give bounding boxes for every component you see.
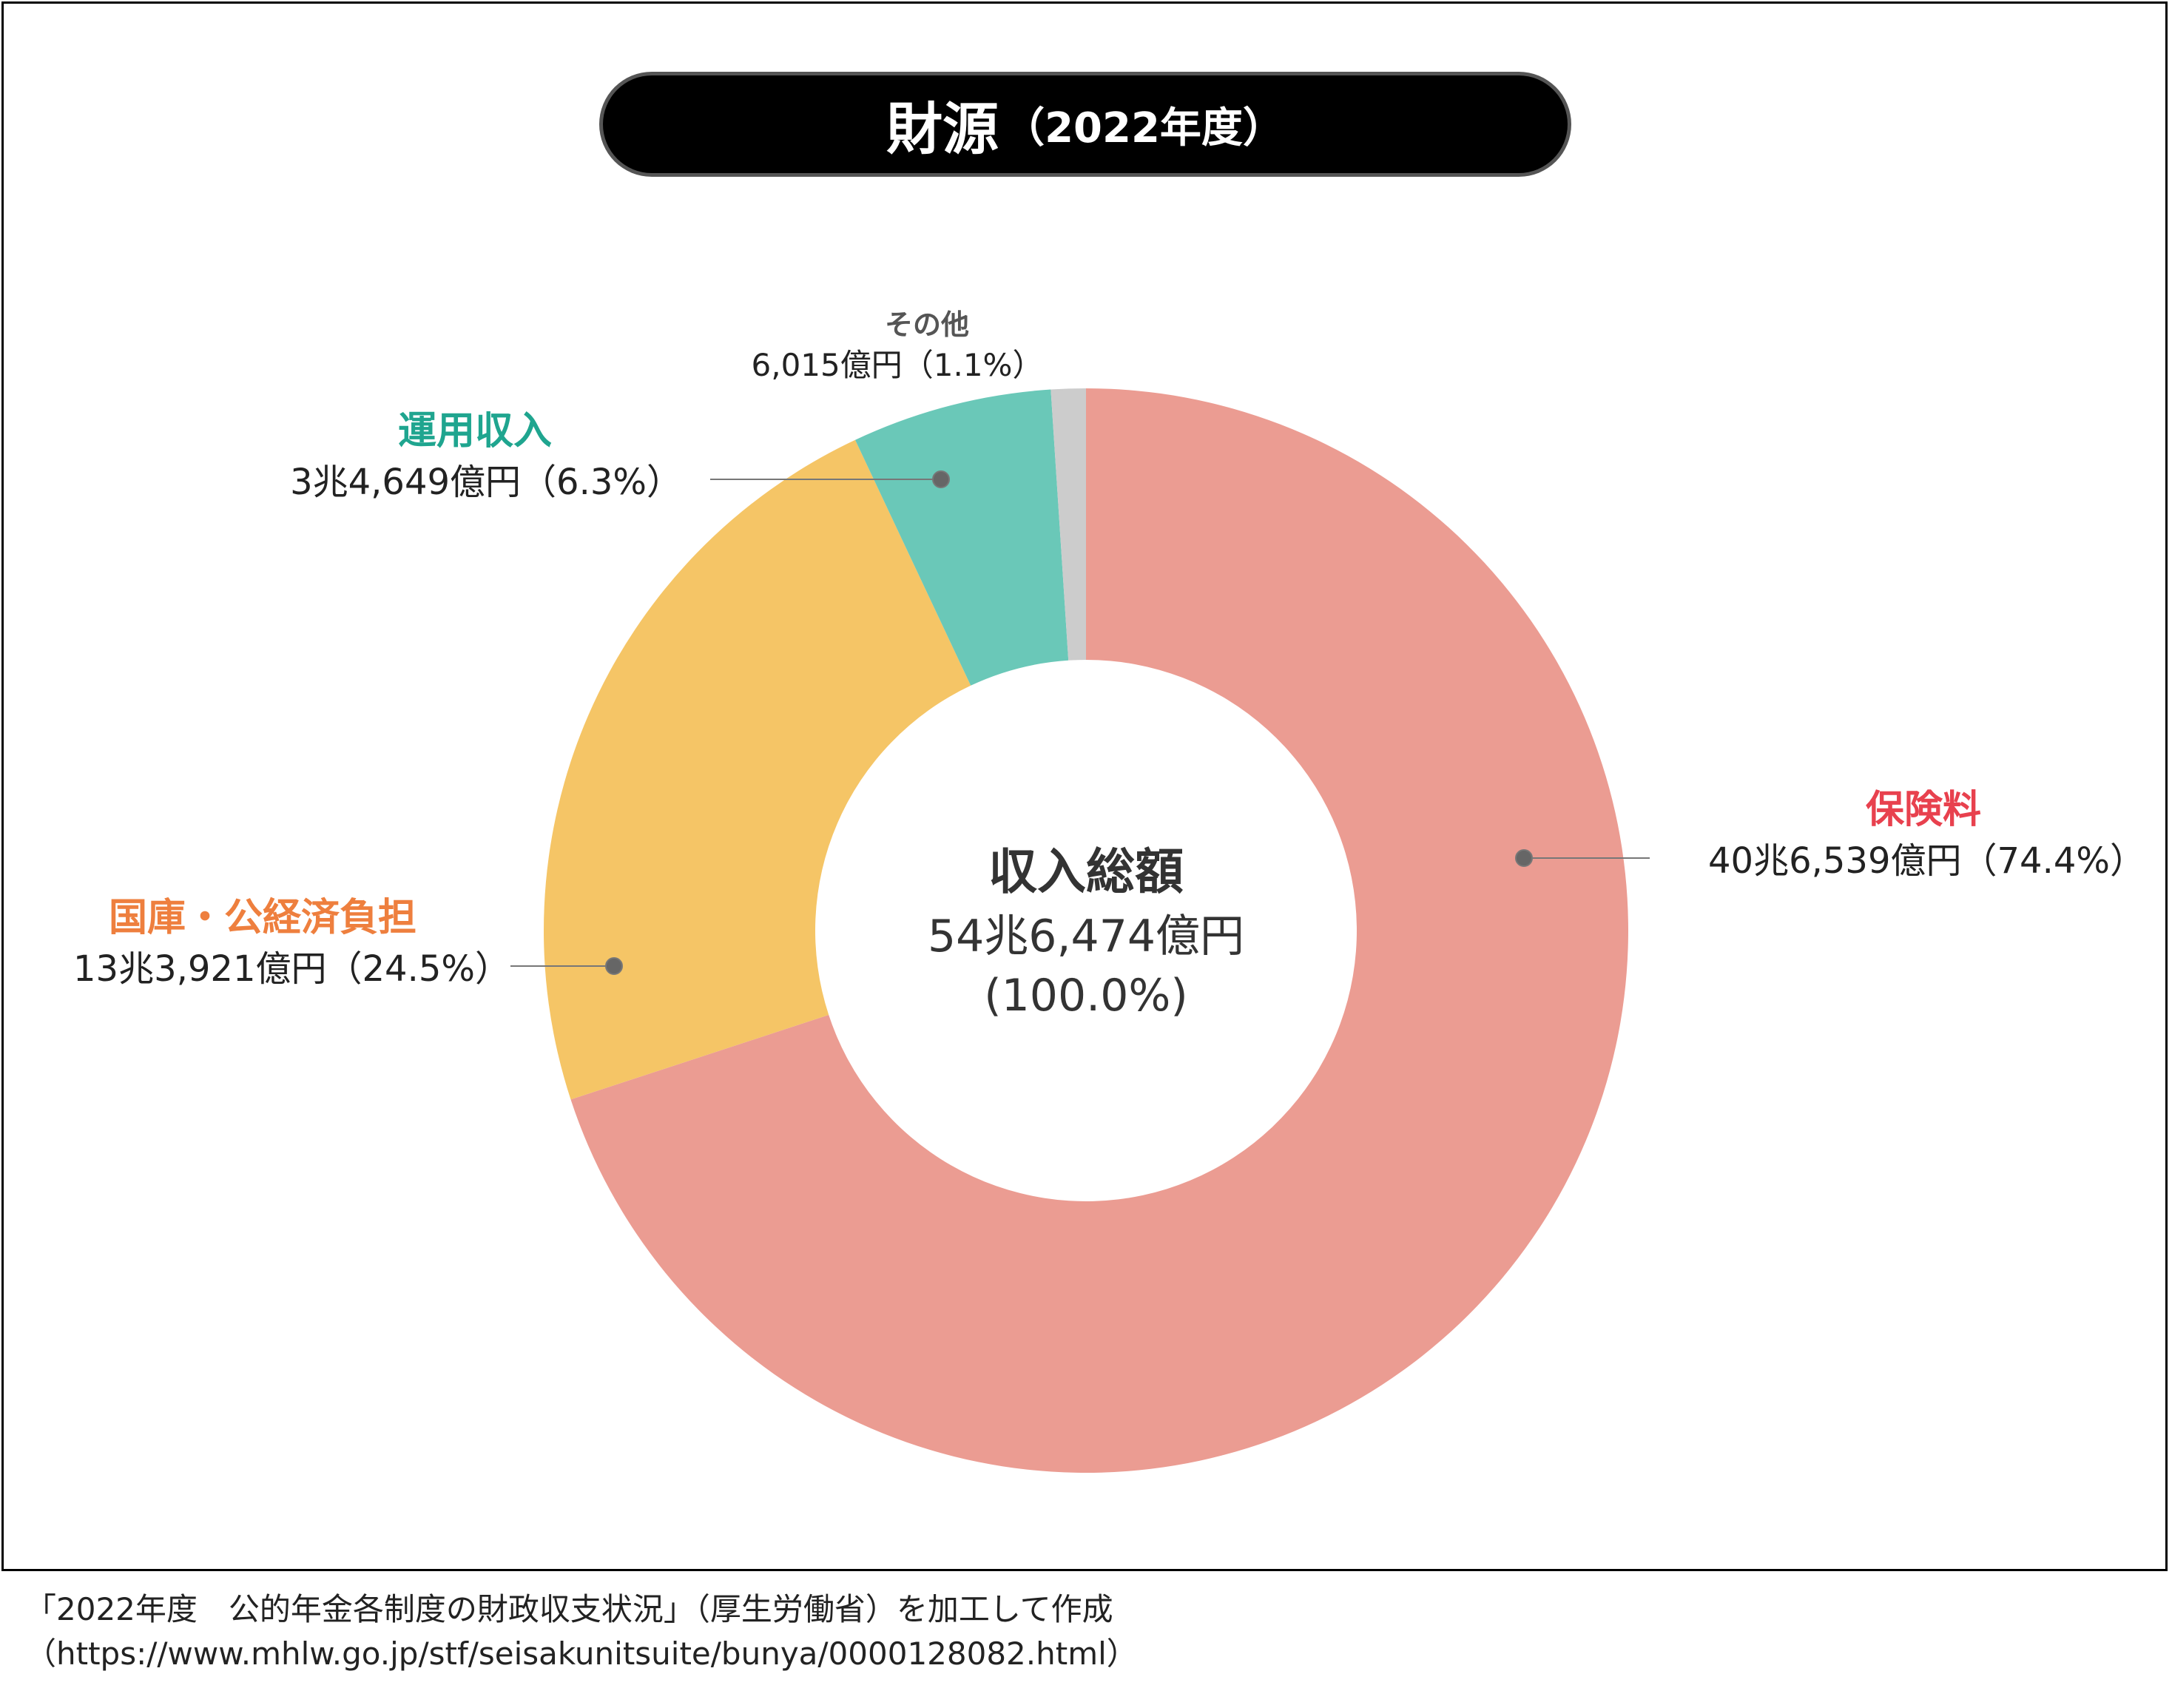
chart-title-pill: 財源 （2022年度） [603,75,1568,173]
label-hokenryo-name: 保険料 [1866,788,1981,832]
leader-dot-kokko [605,957,623,975]
leader-dot-hokenryo [1515,849,1533,867]
leader-dot-unyo [932,470,950,488]
chart-title: 財源 [886,96,999,162]
center-title: 収入総額 [988,843,1184,900]
label-hokenryo-value: 40兆6,539億円（74.4%） [1708,840,2145,882]
slices-group [543,388,1628,1473]
center-amount: 54兆6,474億円 [928,911,1244,962]
donut-chart: 収入総額 54兆6,474億円 (100.0%) 保険料 40兆6,539億円（… [73,308,2145,1473]
slice-sonota [1050,388,1086,661]
label-kokko-value: 13兆3,921億円（24.5%） [73,948,510,990]
label-unyo-name: 運用収入 [398,409,552,453]
slice-kokko [543,439,971,1100]
center-percent: (100.0%) [984,970,1188,1022]
slice-unyo [855,389,1069,686]
source-line-2: （https://www.mhlw.go.jp/stf/seisakunitsu… [25,1636,1138,1672]
slice-hokenryo [570,388,1628,1473]
label-sonota-value: 6,015億円（1.1%） [752,347,1044,383]
label-kokko-name: 国庫・公経済負担 [109,896,416,940]
label-unyo-value: 3兆4,649億円（6.3%） [290,462,682,503]
label-sonota-name: その他 [885,308,969,341]
chart-title-year: （2022年度） [1003,104,1284,152]
source-line-1: 「2022年度 公的年金各制度の財政収支状況」（厚生労働省）を加工して作成 [25,1591,1113,1627]
source-note: 「2022年度 公的年金各制度の財政収支状況」（厚生労働省）を加工して作成 （h… [25,1587,1138,1676]
